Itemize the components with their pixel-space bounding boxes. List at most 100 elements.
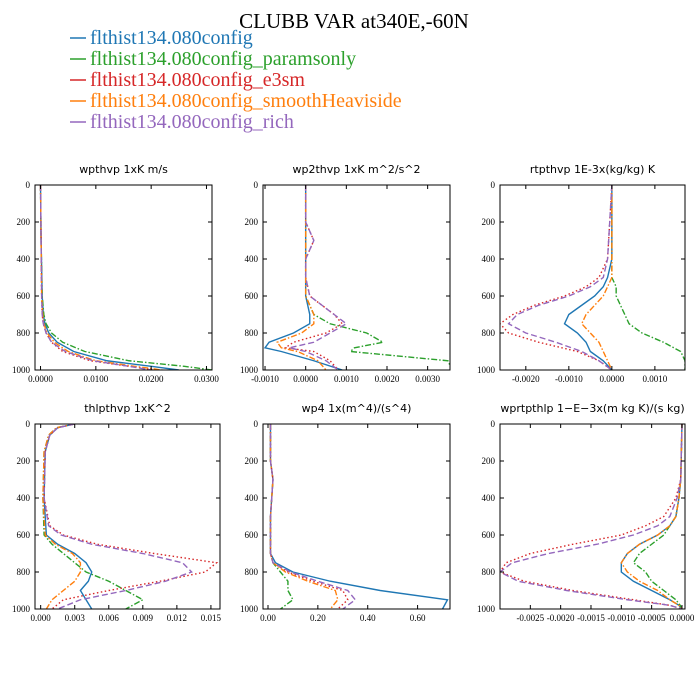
y-tick-label: 200	[17, 456, 31, 466]
x-tick-label: -0.0020	[547, 613, 575, 623]
series-line-3	[500, 185, 613, 370]
y-tick-label: 400	[245, 493, 259, 503]
legend-entry-1: flthist134.080config	[90, 27, 253, 49]
x-tick-label: 0.0010	[334, 374, 359, 384]
y-tick-label: 200	[245, 217, 259, 227]
y-tick-label: 1000	[240, 604, 259, 614]
y-tick-label: 600	[482, 530, 496, 540]
x-tick-label: 0.20	[310, 613, 326, 623]
series-line-1	[563, 185, 613, 370]
x-tick-label: 0.012	[167, 613, 187, 623]
y-tick-label: 200	[482, 217, 496, 227]
x-tick-label: 0.0020	[375, 374, 400, 384]
series-line-1	[620, 424, 683, 609]
panel-title: wprtpthlp 1−E−3x(m kg K)/(s kg)	[500, 402, 684, 415]
series-line-4	[42, 424, 82, 609]
y-tick-label: 800	[17, 567, 31, 577]
series-line-1	[39, 185, 179, 370]
y-tick-label: 1000	[477, 365, 496, 375]
x-tick-label: -0.0010	[607, 613, 635, 623]
x-tick-label: 0.0000	[28, 374, 53, 384]
series-line-5	[43, 424, 193, 609]
series-line-3	[500, 424, 683, 609]
panel-2: wp2thvp 1xK m^2/s^2 0 200 400 600 800 1000-0.0…	[240, 163, 451, 384]
x-tick-label: 0.0200	[139, 374, 164, 384]
x-tick-label: -0.0010	[555, 374, 583, 384]
series-line-5	[269, 424, 357, 609]
y-tick-label: 600	[482, 291, 496, 301]
panel-6: wprtpthlp 1−E−3x(m kg K)/(s kg) 0 200 400 60…	[477, 402, 695, 623]
y-tick-label: 600	[17, 530, 31, 540]
panel-title: thlpthvp 1xK^2	[84, 402, 171, 415]
series-line-1	[269, 424, 449, 609]
series-line-5	[507, 185, 613, 370]
panel-title: rtpthvp 1E-3x(kg/kg) K	[530, 163, 656, 176]
panel-3: rtpthvp 1E-3x(kg/kg) K 0 200 400 600 800 1000 -…	[477, 163, 686, 384]
legend-entry-5: flthist134.080config_rich	[90, 111, 294, 133]
x-tick-label: 0.0000	[599, 374, 624, 384]
y-tick-label: 0	[26, 419, 31, 429]
x-tick-label: 0.00	[260, 613, 276, 623]
series-line-2	[42, 424, 145, 609]
y-tick-label: 0	[491, 419, 496, 429]
y-tick-label: 0	[26, 180, 31, 190]
y-tick-label: 800	[245, 567, 259, 577]
legend-entry-3: flthist134.080config_e3sm	[90, 69, 305, 91]
y-tick-label: 800	[245, 328, 259, 338]
series-line-4	[276, 185, 327, 370]
series-line-5	[289, 185, 348, 370]
x-tick-label: 0.009	[133, 613, 154, 623]
plot-frame	[262, 184, 451, 371]
y-tick-label: 800	[482, 328, 496, 338]
y-tick-label: 0	[254, 180, 259, 190]
series-line-4	[620, 424, 683, 609]
x-tick-label: 0.000	[31, 613, 52, 623]
series-line-4	[580, 185, 613, 370]
series-line-2	[611, 185, 685, 370]
x-tick-label: 0.0010	[643, 374, 668, 384]
x-tick-label: 0.60	[410, 613, 426, 623]
y-tick-label: 400	[17, 493, 31, 503]
x-tick-label: 0.0000	[293, 374, 318, 384]
series-line-2	[269, 424, 294, 609]
series-line-5	[500, 424, 683, 609]
series-line-4	[39, 185, 163, 370]
y-tick-label: 1000	[12, 365, 31, 375]
y-tick-label: 200	[245, 456, 259, 466]
series-line-1	[43, 424, 93, 609]
y-tick-label: 1000	[477, 604, 496, 614]
y-tick-label: 600	[17, 291, 31, 301]
legend-entry-2: flthist134.080config_paramsonly	[90, 48, 356, 70]
plot-frame	[34, 184, 213, 371]
plot-frame	[499, 423, 686, 610]
x-tick-label: 0.0000	[670, 613, 695, 623]
plot-frame	[499, 184, 686, 371]
y-tick-label: 200	[482, 456, 496, 466]
series-line-3	[269, 424, 349, 609]
x-tick-label: -0.0015	[577, 613, 605, 623]
x-tick-label: 0.0030	[415, 374, 440, 384]
y-tick-label: 400	[482, 493, 496, 503]
y-tick-label: 200	[17, 217, 31, 227]
x-tick-label: -0.0020	[512, 374, 540, 384]
series-line-2	[632, 424, 683, 609]
x-tick-label: -0.0025	[516, 613, 544, 623]
panel-title: wpthvp 1xK m/s	[79, 163, 168, 176]
figure-title: CLUBB VAR at340E,-60N	[239, 9, 469, 33]
series-line-2	[304, 185, 450, 368]
y-tick-label: 600	[245, 530, 259, 540]
x-tick-label: 0.003	[65, 613, 86, 623]
panel-title: wp4 1x(m^4)/(s^4)	[302, 402, 412, 415]
plot-frame	[262, 423, 451, 610]
y-tick-label: 600	[245, 291, 259, 301]
y-tick-label: 800	[482, 567, 496, 577]
y-tick-label: 1000	[240, 365, 259, 375]
series-line-5	[39, 185, 152, 370]
y-tick-label: 400	[482, 254, 496, 264]
x-tick-label: -0.0010	[251, 374, 279, 384]
plot-frame	[34, 423, 221, 610]
x-tick-label: 0.40	[360, 613, 376, 623]
